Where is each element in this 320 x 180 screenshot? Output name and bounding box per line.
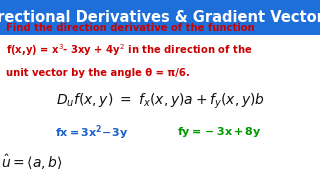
Bar bbox=[0, 0, 320, 35]
Text: $\hat{u} = \langle a, b \rangle$: $\hat{u} = \langle a, b \rangle$ bbox=[1, 152, 63, 172]
Text: f(x,y) = x$^3$- 3xy + 4y$^2$ in the direction of the: f(x,y) = x$^3$- 3xy + 4y$^2$ in the dire… bbox=[6, 42, 253, 58]
Text: $D_u f(x, y) \ = \ f_x(x, y)a + f_y(x, y)b$: $D_u f(x, y) \ = \ f_x(x, y)a + f_y(x, y… bbox=[55, 92, 265, 111]
Text: $\mathbf{fx = 3x^2 \! - \! 3y}$: $\mathbf{fx = 3x^2 \! - \! 3y}$ bbox=[55, 123, 128, 142]
Text: Find the direction derivative of the function: Find the direction derivative of the fun… bbox=[6, 23, 255, 33]
Text: $\mathbf{fy = -3x + 8y}$: $\mathbf{fy = -3x + 8y}$ bbox=[177, 125, 261, 139]
Text: Directional Derivatives & Gradient Vector 1: Directional Derivatives & Gradient Vecto… bbox=[0, 10, 320, 25]
Bar bbox=[0, 35, 320, 180]
Text: unit vector by the angle θ = π/6.: unit vector by the angle θ = π/6. bbox=[6, 68, 190, 78]
